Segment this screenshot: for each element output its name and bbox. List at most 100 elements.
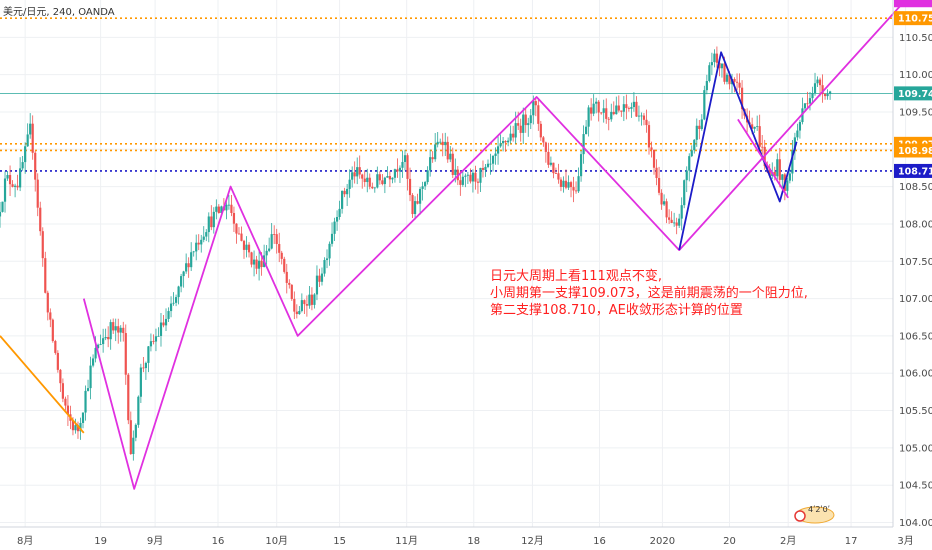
candle-body xyxy=(572,187,575,191)
candle-body xyxy=(640,115,643,117)
candle-body xyxy=(401,161,404,168)
candle-body xyxy=(811,93,814,99)
time-tick-label: 15 xyxy=(333,536,346,547)
candle-body xyxy=(41,231,44,259)
candle-body xyxy=(89,365,92,389)
candle-body xyxy=(11,184,14,187)
candle-body xyxy=(320,273,324,282)
candles xyxy=(0,46,832,461)
candle-body xyxy=(6,174,9,179)
candle-body xyxy=(683,180,686,206)
candle-body xyxy=(700,119,703,130)
candle-body xyxy=(484,166,487,170)
candle-body xyxy=(273,234,276,235)
candle-body xyxy=(522,114,525,133)
candle-body xyxy=(418,188,422,204)
candle-body xyxy=(587,107,590,127)
candle-body xyxy=(172,302,175,304)
candle-body xyxy=(539,123,542,138)
candle-body xyxy=(147,346,150,363)
candle-body xyxy=(542,137,545,143)
candle-body xyxy=(416,201,419,204)
candle-body xyxy=(16,185,19,188)
candle-body xyxy=(318,275,321,282)
candle-body xyxy=(476,181,480,183)
candle-body xyxy=(177,286,180,298)
candle-body xyxy=(474,172,477,182)
candle-body xyxy=(39,207,42,232)
candle-body xyxy=(353,172,356,177)
candle-body xyxy=(3,178,7,202)
candle-body xyxy=(190,252,193,268)
candle-body xyxy=(104,337,107,339)
candle-body xyxy=(164,318,168,326)
candle-body xyxy=(449,153,452,160)
price-tag-label: 108.984 xyxy=(898,146,932,157)
price-tags: 110.757109.749109.073108.984108.710 xyxy=(894,0,932,178)
candle-body xyxy=(119,327,122,333)
candle-body xyxy=(678,218,681,226)
candle-body xyxy=(388,176,392,180)
candle-body xyxy=(431,157,434,160)
candle-body xyxy=(31,123,34,153)
candle-body xyxy=(630,107,633,109)
candle-body xyxy=(102,338,105,345)
candle-body xyxy=(514,123,517,138)
candle-body xyxy=(187,263,190,268)
candle-body xyxy=(315,275,319,295)
price-tick-label: 108.500 xyxy=(899,182,932,193)
candle-body xyxy=(408,178,412,196)
candle-body xyxy=(735,81,739,83)
candle-body xyxy=(252,259,256,265)
note-line-1: 日元大周期上看111观点不变, xyxy=(490,268,662,284)
candle-body xyxy=(466,174,469,176)
candle-body xyxy=(180,276,183,287)
candle-body xyxy=(371,186,374,189)
candle-body xyxy=(803,103,807,109)
candle-body xyxy=(114,326,117,331)
candle-body xyxy=(441,141,444,146)
candle-body xyxy=(610,111,613,120)
candle-body xyxy=(534,101,537,106)
price-axis[interactable]: 104.000 104.500 105.000 105.500 106.000 106.5… xyxy=(899,33,932,529)
candle-body xyxy=(434,144,437,160)
candle-body xyxy=(673,222,676,224)
candle-body xyxy=(507,140,510,143)
candle-body xyxy=(167,311,170,319)
time-axis[interactable]: 8月 19 9月 16 10月 15 11月 18 12月 16 2020 20 2月 17 3月 xyxy=(17,535,914,547)
candle-body xyxy=(791,150,794,174)
candle-body xyxy=(728,74,731,85)
candle-body xyxy=(499,143,502,147)
candle-body xyxy=(363,178,366,183)
candle-body xyxy=(637,115,641,117)
candle-body xyxy=(688,156,691,171)
candle-body xyxy=(0,211,2,217)
candle-body xyxy=(107,337,110,340)
candle-body xyxy=(285,271,288,283)
candle-body xyxy=(574,190,578,192)
candle-body xyxy=(44,258,47,293)
watermark-logo: 4ʹ2ʹ0ʹ xyxy=(794,504,835,524)
candle-body xyxy=(426,170,429,183)
price-tick-label: 110.500 xyxy=(899,33,932,44)
candle-body xyxy=(74,425,77,431)
candle-body xyxy=(242,240,246,250)
price-tag-box xyxy=(894,163,932,178)
candle-body xyxy=(13,185,17,187)
candle-body xyxy=(778,159,781,180)
candle-body xyxy=(527,123,530,126)
candle-body xyxy=(446,141,449,160)
candle-body xyxy=(335,217,339,222)
candle-body xyxy=(617,105,620,111)
candle-body xyxy=(348,179,351,189)
note-line-2: 小周期第一支撑109.073，这是前期震荡的一个阻力位, xyxy=(490,285,808,301)
candle-body xyxy=(46,292,49,313)
candle-body xyxy=(632,101,636,108)
candle-body xyxy=(182,271,185,277)
candle-body xyxy=(486,163,490,167)
price-tick-label: 106.500 xyxy=(899,331,932,342)
candle-body xyxy=(157,335,160,337)
candle-body xyxy=(753,126,756,129)
candle-body xyxy=(26,134,29,147)
